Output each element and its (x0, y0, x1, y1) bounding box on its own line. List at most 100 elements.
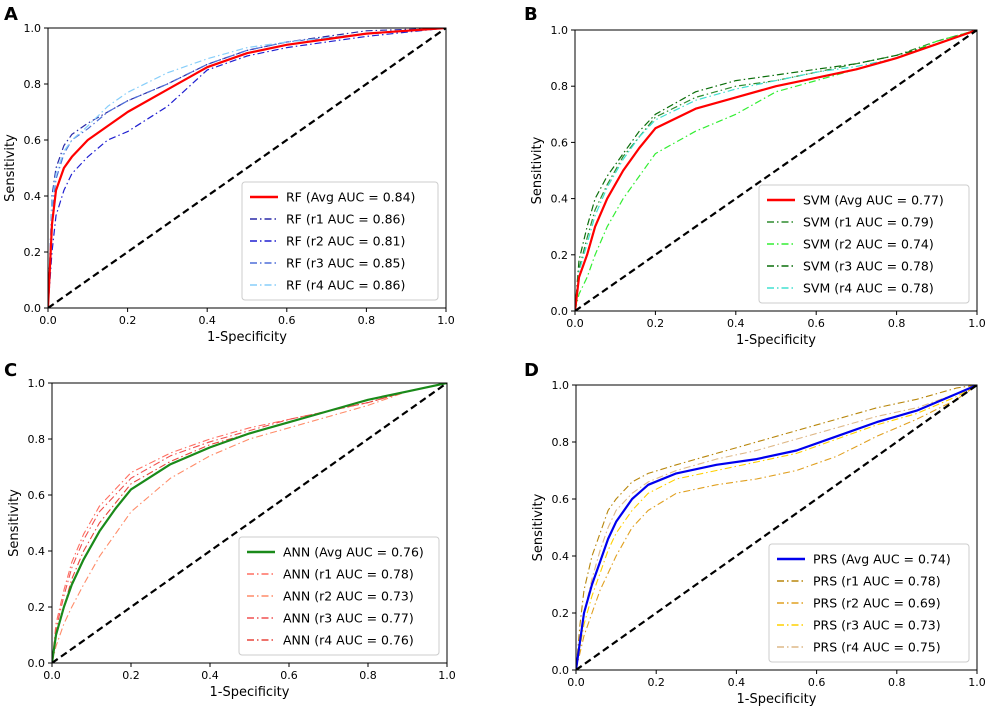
x-tick-label: 0.6 (808, 676, 826, 689)
y-tick-label: 0.0 (552, 664, 570, 677)
y-tick-label: 1.0 (551, 24, 569, 37)
x-tick-label: 0.2 (122, 669, 140, 682)
chance-diagonal-line (575, 30, 977, 311)
y-tick-label: 0.6 (552, 493, 570, 506)
roc-curve-series-2 (576, 385, 977, 670)
x-tick-label: 1.0 (968, 317, 986, 330)
x-tick-label: 0.0 (567, 676, 585, 689)
x-axis-label: 1-Specificity (737, 692, 817, 707)
plot-area (576, 385, 977, 670)
x-axis-label: 1-Specificity (736, 333, 816, 348)
y-axis-label: Sensitivity (531, 493, 546, 561)
roc-curve-series-1 (48, 28, 446, 308)
legend-entry: RF (r1 AUC = 0.86) (286, 212, 405, 227)
roc-curve-series-1 (576, 385, 977, 670)
y-tick-label: 0.6 (28, 489, 46, 502)
y-tick-label: 0.2 (28, 601, 46, 614)
x-tick-label: 0.0 (43, 669, 61, 682)
legend-entry: ANN (r2 AUC = 0.73) (283, 589, 414, 604)
x-axis-label: 1-Specificity (210, 685, 290, 700)
legend-entry: SVM (r4 AUC = 0.78) (803, 281, 934, 296)
y-tick-label: 0.8 (552, 436, 570, 449)
x-tick-label: 0.8 (888, 676, 906, 689)
y-tick-label: 0.0 (551, 305, 569, 318)
roc-curve-series-5 (576, 385, 977, 670)
legend-entry: PRS (r2 AUC = 0.69) (813, 596, 941, 611)
chance-diagonal-line (52, 383, 447, 663)
y-tick-label: 1.0 (552, 379, 570, 392)
x-tick-label: 0.6 (280, 669, 298, 682)
legend-entry: ANN (r4 AUC = 0.76) (283, 633, 414, 648)
x-axis-label: 1-Specificity (207, 330, 287, 345)
panel-letter: D (524, 360, 539, 381)
chart-panel-b: B 0.0 0.2 0.4 0.6 0.8 1.0 0.0 0.2 0.4 0.6 0.8 1.0 1-S… (524, 4, 986, 348)
y-tick-label: 0.6 (551, 136, 569, 149)
chart-panel-d: D 0.0 0.2 0.4 0.6 0.8 1.0 0.0 0.2 0.4 0.6 0.8 1.0 1-S… (524, 360, 986, 707)
chance-diagonal-line (48, 28, 446, 308)
x-tick-label: 0.0 (39, 314, 57, 327)
chart-panel-a: A 0.0 0.2 0.4 0.6 0.8 1.0 0.0 0.2 0.4 0.6 0.8 1.0 1-S… (3, 4, 455, 345)
roc-curve-series-5 (52, 383, 447, 663)
legend-entry: RF (Avg AUC = 0.84) (286, 190, 415, 205)
y-tick-label: 0.8 (28, 433, 46, 446)
y-tick-label: 0.8 (24, 78, 42, 91)
chart-panel-c: C 0.0 0.2 0.4 0.6 0.8 1.0 0.0 0.2 0.4 0.6 0.8 1.0 1-S… (4, 360, 456, 700)
axes-frame (575, 384, 978, 671)
legend-entry: PRS (r3 AUC = 0.73) (813, 618, 941, 633)
legend-box (238, 536, 440, 656)
x-tick-label: 1.0 (437, 314, 455, 327)
roc-curve-series-4 (48, 28, 446, 308)
legend: PRS (Avg AUC = 0.74) PRS (r1 AUC = 0.78) P… (768, 543, 970, 663)
roc-curve-series-4 (576, 385, 977, 670)
axes-frame (47, 27, 447, 309)
roc-curve-series-5 (575, 30, 977, 311)
legend: RF (Avg AUC = 0.84) RF (r1 AUC = 0.86) RF … (241, 181, 439, 301)
y-axis-label: Sensitivity (3, 134, 18, 202)
x-tick-label: 0.4 (728, 676, 746, 689)
x-tick-label: 0.8 (359, 669, 377, 682)
y-tick-label: 0.8 (551, 80, 569, 93)
legend-entry: RF (r2 AUC = 0.81) (286, 234, 405, 249)
roc-curve-series-1 (52, 383, 447, 663)
roc-curve-series-3 (575, 30, 977, 311)
x-tick-label: 1.0 (968, 676, 986, 689)
y-tick-label: 0.6 (24, 134, 42, 147)
y-tick-label: 0.4 (28, 545, 46, 558)
plot-area (48, 28, 446, 308)
legend-box (768, 543, 970, 663)
panel-letter: B (524, 4, 538, 25)
x-tick-label: 1.0 (438, 669, 456, 682)
legend-entry: PRS (r1 AUC = 0.78) (813, 574, 941, 589)
panel-letter: C (4, 360, 17, 381)
roc-curve-series-3 (576, 385, 977, 670)
y-tick-label: 1.0 (28, 377, 46, 390)
x-tick-label: 0.2 (119, 314, 137, 327)
legend-entry: ANN (Avg AUC = 0.76) (283, 545, 424, 560)
roc-curve-series-1 (575, 30, 977, 311)
legend-box (758, 184, 970, 304)
legend-entry: SVM (Avg AUC = 0.77) (803, 193, 944, 208)
roc-curve-series-3 (52, 383, 447, 663)
x-tick-label: 0.2 (647, 676, 665, 689)
y-tick-label: 0.4 (24, 190, 42, 203)
axes-frame (574, 29, 978, 312)
y-tick-label: 0.0 (24, 302, 42, 315)
x-tick-label: 0.4 (198, 314, 216, 327)
y-axis-label: Sensitivity (7, 489, 22, 557)
y-tick-label: 0.4 (552, 550, 570, 563)
x-tick-label: 0.0 (566, 317, 584, 330)
legend-entry: ANN (r3 AUC = 0.77) (283, 611, 414, 626)
roc-curve-series-3 (48, 28, 446, 308)
legend-entry: ANN (r1 AUC = 0.78) (283, 567, 414, 582)
y-tick-label: 1.0 (24, 22, 42, 35)
x-tick-label: 0.8 (888, 317, 906, 330)
chance-diagonal-line (576, 385, 977, 670)
legend-entry: RF (r3 AUC = 0.85) (286, 256, 405, 271)
plot-area (52, 383, 447, 663)
panel-letter: A (4, 4, 18, 25)
legend: ANN (Avg AUC = 0.76) ANN (r1 AUC = 0.78) A… (238, 536, 440, 656)
x-tick-label: 0.6 (278, 314, 296, 327)
legend-entry: SVM (r3 AUC = 0.78) (803, 259, 934, 274)
legend-entry: SVM (r2 AUC = 0.74) (803, 237, 934, 252)
